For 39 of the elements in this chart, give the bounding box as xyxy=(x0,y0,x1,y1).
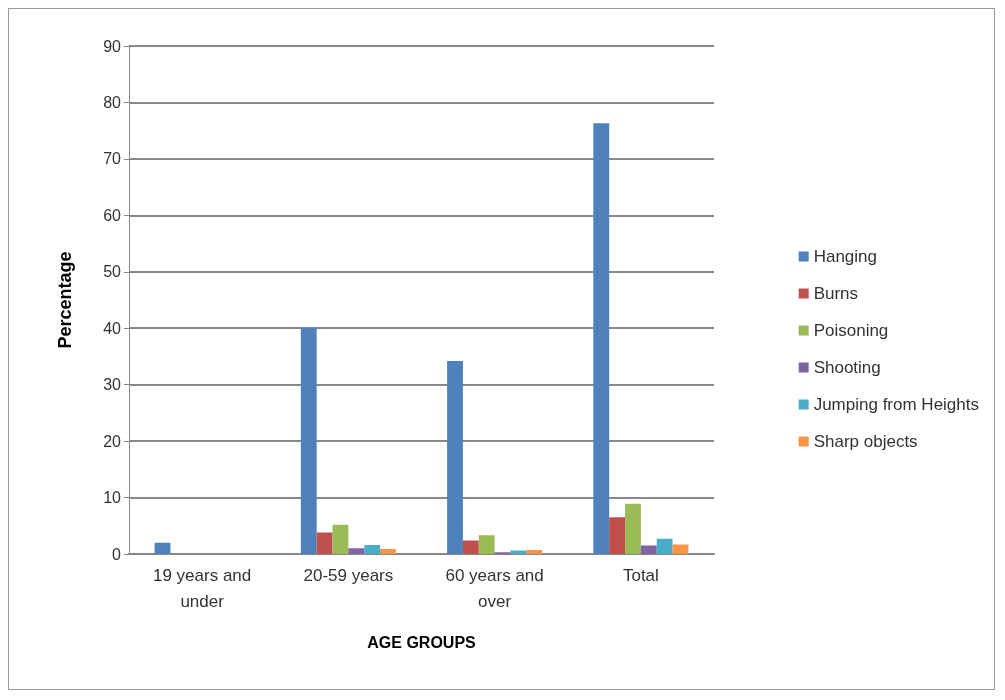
bar xyxy=(625,503,641,554)
legend-label: Hanging xyxy=(813,247,877,266)
y-tick-label: 40 xyxy=(103,319,122,337)
bar xyxy=(478,535,495,554)
legend-label: Shooting xyxy=(813,358,881,377)
bar xyxy=(348,548,365,554)
bar xyxy=(316,532,333,554)
y-tick-label: 60 xyxy=(103,206,122,224)
legend-label: Poisoning xyxy=(813,321,889,340)
bar xyxy=(526,550,543,554)
x-tick-label: 19 years and under xyxy=(152,565,252,611)
bar xyxy=(332,524,349,554)
x-axis-title: AGE GROUPS xyxy=(367,633,477,651)
bar xyxy=(380,548,396,554)
bar xyxy=(640,545,657,554)
y-tick-label: 30 xyxy=(103,376,122,394)
x-tick-label: Total xyxy=(622,565,659,585)
x-tick-label: 20-59 years xyxy=(303,565,394,585)
bar xyxy=(609,517,626,554)
y-tick-label: 10 xyxy=(103,489,122,507)
bar xyxy=(656,538,673,554)
bar xyxy=(154,542,171,554)
bar xyxy=(462,540,479,554)
y-tick-label: 50 xyxy=(103,263,122,281)
bar xyxy=(300,327,317,554)
legend-label: Jumping from Heights xyxy=(813,395,979,414)
bar xyxy=(672,544,689,554)
legend-label: Sharp objects xyxy=(813,432,918,451)
bar xyxy=(593,123,610,554)
y-tick-label: 90 xyxy=(103,37,122,55)
bar xyxy=(447,360,463,554)
y-tick-label: 70 xyxy=(103,150,122,168)
y-tick-label: 0 xyxy=(112,545,122,563)
y-tick-label: 20 xyxy=(103,432,122,450)
y-axis-title: Percentage xyxy=(55,251,75,349)
legend-label: Burns xyxy=(813,284,859,303)
y-tick-label: 80 xyxy=(103,93,122,111)
bar xyxy=(364,544,381,554)
x-tick-label: 60 years and over xyxy=(445,565,544,611)
